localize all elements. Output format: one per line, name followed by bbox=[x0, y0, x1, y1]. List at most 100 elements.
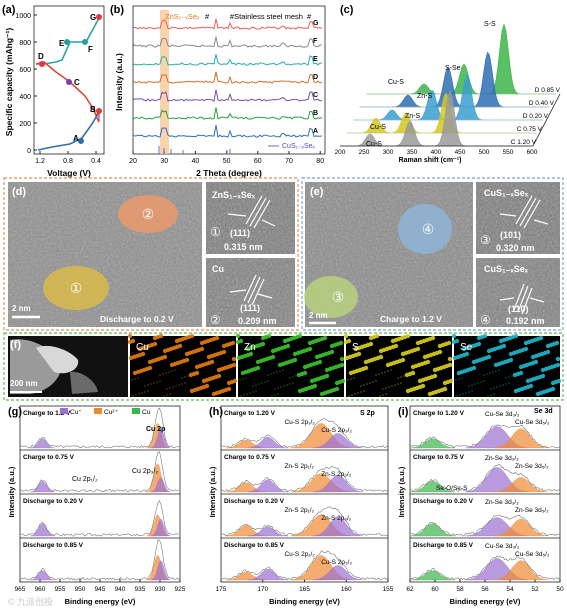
eds-dot bbox=[482, 333, 488, 339]
xrd-trace-D bbox=[133, 71, 323, 84]
peak-zns-2: Zn-S bbox=[405, 113, 421, 120]
eds-dot bbox=[486, 354, 492, 360]
eds-dot bbox=[177, 343, 183, 349]
eds-dot bbox=[163, 395, 165, 397]
c-xtick-label: 500 bbox=[479, 149, 490, 156]
eds-dot bbox=[489, 372, 491, 374]
eds-dot bbox=[243, 394, 245, 396]
eds-dot bbox=[393, 343, 399, 349]
eds-dot bbox=[178, 384, 180, 386]
eds-dot bbox=[455, 379, 457, 381]
b-xtick-label: 70 bbox=[285, 158, 293, 165]
eds-dot bbox=[248, 351, 254, 357]
eds-dot bbox=[140, 351, 146, 357]
eds-dot bbox=[378, 373, 380, 375]
xps-raw-data bbox=[409, 464, 561, 492]
eds-dot bbox=[209, 359, 215, 365]
raman-trace-label: D 0.40 V bbox=[529, 100, 555, 107]
g-peak-a: Cu 2p₁/₂ bbox=[72, 476, 98, 483]
hash-label-2: # bbox=[307, 12, 312, 21]
point-label-C: C bbox=[74, 78, 80, 87]
eds-dot bbox=[356, 351, 362, 357]
eds-dot bbox=[513, 333, 519, 339]
eds-dot bbox=[555, 362, 561, 368]
xps-raw-data bbox=[220, 506, 388, 537]
inset1-title: ZnS₁₋ₓSeₓ bbox=[212, 190, 256, 200]
eds-dot bbox=[518, 370, 524, 376]
eds-dot bbox=[292, 382, 294, 384]
eds-dot bbox=[165, 372, 167, 374]
g-peak-b: Cu 2p₃/₂ bbox=[132, 468, 158, 475]
point-label-D: D bbox=[38, 52, 44, 61]
c-xtick-label: 300 bbox=[383, 149, 394, 156]
eds-dot bbox=[350, 378, 352, 380]
panel-a-curve bbox=[35, 16, 101, 151]
xps-peak-label: Zn-Se 3d₅/₂ bbox=[515, 507, 549, 514]
eds-dot bbox=[545, 349, 551, 355]
eds-dot bbox=[374, 333, 380, 339]
eds-dot bbox=[242, 378, 244, 380]
xps-component bbox=[247, 526, 288, 537]
eds-dot bbox=[172, 386, 174, 388]
panel-c-xlabel: Raman shift (cm⁻¹) bbox=[399, 157, 462, 164]
xtick-label: 175 bbox=[216, 586, 227, 593]
eds-dot bbox=[267, 380, 269, 382]
eds-dot bbox=[354, 393, 356, 395]
xtick-label: 925 bbox=[175, 586, 186, 593]
b-xtick-label: 60 bbox=[254, 158, 262, 165]
a-ytick-label: 200 bbox=[19, 121, 31, 128]
eds-dot bbox=[381, 372, 383, 374]
eds-dot bbox=[260, 341, 266, 347]
eds-dot bbox=[261, 382, 263, 384]
xps-component bbox=[30, 438, 55, 449]
eds-dot bbox=[391, 385, 393, 387]
xps-component bbox=[151, 518, 171, 537]
panel-b-label: (b) bbox=[110, 4, 124, 16]
peak-cus-1: Cu-S bbox=[388, 79, 404, 86]
b-xtick-label: 20 bbox=[129, 158, 137, 165]
xps-component bbox=[493, 518, 549, 537]
steel-label: #Stainless steel mesh bbox=[230, 12, 303, 21]
eds-dot bbox=[410, 370, 416, 376]
xrd-trace-A bbox=[133, 125, 323, 138]
eds-dot bbox=[338, 340, 344, 346]
eds-dot bbox=[390, 369, 392, 371]
cusse-ref-lines bbox=[158, 146, 231, 154]
xps-peak-label: Cu-S 2p₃/₂ bbox=[321, 427, 352, 434]
xrd-trace-label: G bbox=[313, 20, 319, 27]
eds-dot bbox=[387, 370, 389, 372]
eds-dot bbox=[273, 372, 275, 374]
xps-peak-label: Zn-Se 3d₃/₂ bbox=[485, 499, 519, 506]
eds-dot bbox=[216, 373, 222, 379]
eds-dot bbox=[493, 393, 495, 395]
scalebar-e-label: 2 nm bbox=[309, 311, 328, 320]
eds-dot bbox=[159, 374, 161, 376]
inset3-num: ③ bbox=[480, 233, 491, 247]
eds-dot bbox=[171, 370, 173, 372]
inset3-title: CuS₁₋ₓSeₓ bbox=[484, 188, 529, 198]
panel-b-ylabel: Intensity (a.u.) bbox=[114, 53, 124, 111]
xps-component bbox=[312, 474, 363, 493]
eds-dot bbox=[238, 338, 244, 344]
c-xtick-label: 600 bbox=[527, 149, 538, 156]
eds-dot bbox=[322, 335, 328, 341]
a-xtick-label: 0.4 bbox=[91, 158, 101, 165]
eds-dot bbox=[246, 393, 248, 395]
eds-dot bbox=[483, 374, 485, 376]
xps-component bbox=[312, 565, 363, 581]
eds-dot bbox=[252, 385, 254, 387]
a-xtick-label: 0.8 bbox=[63, 158, 73, 165]
b-xtick-label: 40 bbox=[192, 158, 200, 165]
peak-ss: S-S bbox=[484, 21, 496, 28]
xps-raw-data bbox=[409, 514, 561, 537]
eds-dot bbox=[499, 385, 501, 387]
eds-dot bbox=[277, 387, 279, 389]
eds-dot bbox=[153, 382, 155, 384]
xtick-label: 58 bbox=[456, 586, 464, 593]
znsse-band bbox=[160, 10, 169, 154]
inset1-num: ① bbox=[210, 225, 221, 239]
xrd-trace-E bbox=[133, 54, 323, 66]
eds-dot bbox=[231, 362, 237, 368]
eds-dot bbox=[474, 383, 476, 385]
eds-dot bbox=[266, 333, 272, 339]
